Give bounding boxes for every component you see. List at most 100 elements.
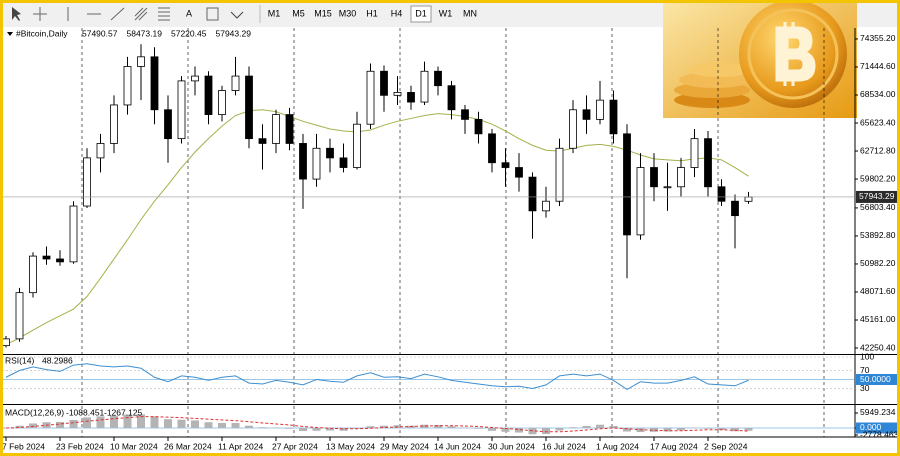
candle-body (623, 133, 631, 236)
candle-body (110, 104, 118, 144)
label-tool[interactable] (206, 7, 219, 21)
last-price-label: 57943.29 (859, 191, 895, 201)
candle-body (15, 292, 24, 340)
x-tick-label: 2 Sep 2024 (704, 441, 748, 451)
candle-body (177, 80, 186, 140)
histogram-bar (380, 425, 388, 428)
arrows-icon[interactable] (230, 11, 244, 19)
timeframe-button[interactable]: M30 (339, 8, 357, 18)
histogram-bar (110, 415, 118, 428)
histogram-bar (191, 420, 199, 428)
histogram-bar (515, 427, 523, 433)
candle-body (191, 75, 199, 82)
x-tick-label: 26 Mar 2024 (164, 441, 212, 451)
timeframe-button[interactable]: D1 (415, 8, 427, 18)
cursor-icon[interactable] (12, 7, 21, 21)
timeframe-button[interactable]: M1 (268, 8, 281, 18)
candle-body (69, 205, 78, 263)
candle-body (245, 75, 253, 140)
histogram-bar (150, 416, 159, 428)
active-timeframe[interactable] (410, 5, 432, 23)
candle-body (231, 75, 240, 91)
y-tick-label: 42250.40 (860, 342, 896, 352)
y-tick-label: 70 (860, 365, 870, 375)
y-tick-label: -2778.463 (860, 429, 899, 439)
ohlc-value: 57490.57 (82, 28, 118, 38)
histogram-bar (339, 427, 348, 431)
timeframe-button[interactable]: M5 (292, 8, 305, 18)
candle-body (299, 143, 307, 180)
histogram-bar (596, 424, 604, 428)
x-tick-label: 10 Mar 2024 (110, 441, 158, 451)
histogram-bar (569, 427, 577, 428)
histogram-bar (69, 419, 78, 428)
histogram-bar (83, 417, 91, 428)
histogram-bar (272, 427, 280, 428)
indicator-line (5, 363, 749, 390)
candle-body (447, 85, 456, 111)
candle-body (501, 162, 510, 168)
candle-body (123, 66, 132, 106)
candle-body (690, 138, 699, 168)
histogram-bar (717, 427, 726, 431)
histogram-bar (420, 424, 429, 428)
indicator-value: -1267.125 (104, 407, 143, 417)
histogram-bar (488, 427, 496, 431)
timeframe-button[interactable]: MN (463, 8, 477, 18)
y-tick-label: 48071.60 (860, 286, 896, 296)
candle-body (420, 70, 429, 103)
indicator-value: -1088.451 (66, 407, 105, 417)
histogram-bar (299, 427, 307, 432)
candle-body (744, 196, 753, 202)
histogram-bar (461, 427, 469, 428)
candle-body (461, 109, 469, 120)
candle-body (96, 143, 105, 159)
histogram-bar (555, 427, 564, 431)
x-tick-label: 29 May 2024 (380, 441, 429, 451)
candle-body (650, 167, 658, 188)
indicator-value: 48.2986 (42, 355, 73, 365)
timeframe-button[interactable]: H4 (391, 8, 403, 18)
fibo-icon[interactable] (158, 7, 170, 21)
ohlc-value: 58473.19 (127, 28, 163, 38)
header-marker (7, 32, 13, 36)
y-tick-label: 45161.00 (860, 314, 896, 324)
candle-body (677, 167, 685, 188)
histogram-bar (258, 427, 267, 428)
timeframe-button[interactable]: M15 (314, 8, 332, 18)
x-tick-label: 17 Aug 2024 (650, 441, 698, 451)
candle-body (717, 186, 726, 202)
histogram-bar (15, 425, 24, 428)
histogram-bar (474, 427, 483, 429)
candle-body (569, 109, 577, 149)
trendline-icon[interactable] (110, 7, 125, 21)
candle-body (731, 200, 739, 217)
level-box (856, 374, 900, 385)
coin-rim (747, 8, 839, 100)
histogram-bar (137, 414, 145, 428)
y-tick-label: 100 (860, 351, 874, 361)
candle-body (366, 70, 375, 125)
bitcoin-symbol (775, 22, 816, 86)
candle-body (542, 200, 550, 212)
ohlc-value: 57943.29 (216, 28, 252, 38)
candle-body (137, 56, 145, 67)
indicator-title: RSI(14) (5, 355, 34, 365)
timeframe-button[interactable]: H1 (366, 8, 378, 18)
channel-icon[interactable] (134, 7, 148, 21)
histogram-bar (231, 422, 240, 428)
histogram-bar (177, 419, 186, 428)
candle-body (326, 147, 334, 159)
histogram-bar (312, 427, 321, 431)
candle-body (596, 99, 604, 120)
candle-body (474, 118, 483, 135)
histogram-bar (542, 427, 550, 435)
y-tick-label: 65623.40 (860, 117, 896, 127)
crosshair-icon[interactable] (33, 7, 47, 21)
signal-line (5, 416, 749, 433)
text-tool[interactable]: A (186, 8, 192, 18)
y-tick-label: 71444.60 (860, 61, 896, 71)
candle-body (582, 109, 591, 120)
timeframe-button[interactable]: W1 (439, 8, 453, 18)
candle-body (29, 255, 37, 294)
